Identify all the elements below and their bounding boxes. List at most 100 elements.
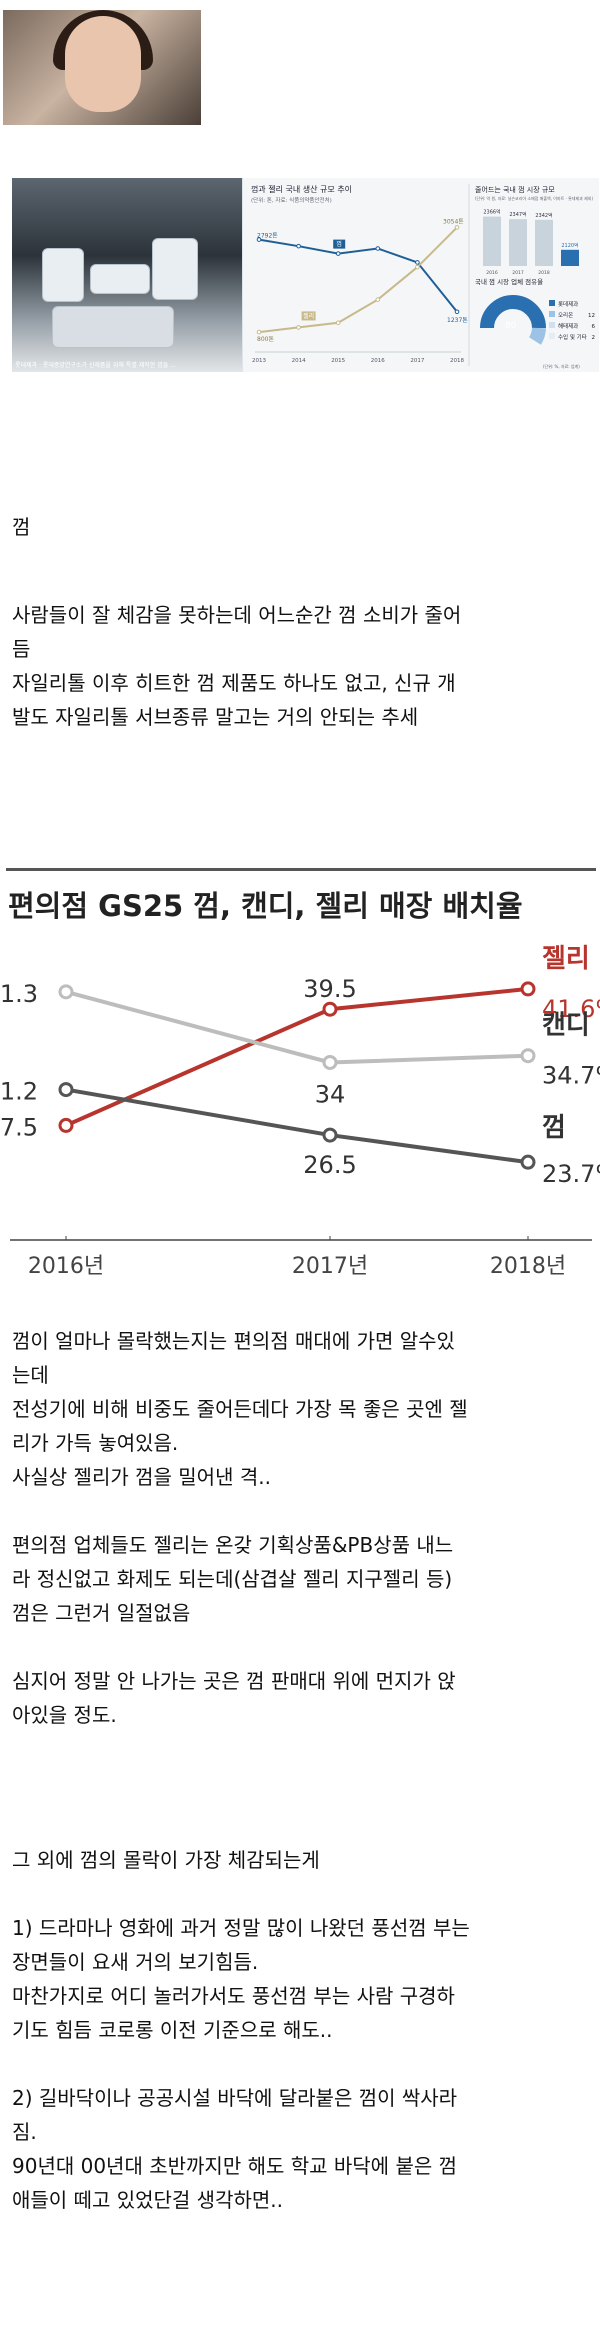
data-point xyxy=(322,1054,338,1070)
text-line: 기도 힘듬 코로롱 이전 기준으로 해도.. xyxy=(12,2018,333,2042)
production-x-label: 2013 xyxy=(252,358,266,364)
text-line xyxy=(12,1494,588,1528)
paragraph-intro: 사람들이 잘 체감을 못하는데 어느순간 껌 소비가 줄어 듬 자일리톨 이후 … xyxy=(12,598,588,734)
text-line: 아있을 정도. xyxy=(12,1703,117,1727)
portrait-photo xyxy=(3,10,201,125)
data-point xyxy=(58,1082,74,1098)
text-line: 사람들이 잘 체감을 못하는데 어느순간 껌 소비가 줄어 xyxy=(12,603,462,627)
share-source: (단위: %, 자료: 업계) xyxy=(543,363,580,369)
market-x-label: 2018 xyxy=(538,270,550,276)
legend-label-젤리: 젤리 xyxy=(542,944,590,974)
data-label: 41.3 xyxy=(0,980,38,1008)
text-line: 애들이 떼고 있었단걸 생각하면.. xyxy=(12,2188,283,2212)
market-value-label: 2366억 xyxy=(483,209,500,216)
data-label: 27.5 xyxy=(0,1113,38,1141)
data-label: 26.5 xyxy=(303,1151,356,1179)
share-legend-name: 해태제과 xyxy=(558,322,578,330)
gum-start-label: 2792톤 xyxy=(257,233,278,240)
gs25-line-chart: 편의점 GS25 껌, 캔디, 젤리 매장 배치율 2016년 2017년 2018… xyxy=(0,889,600,1279)
data-point xyxy=(322,1001,338,1017)
production-point xyxy=(335,320,341,326)
text-line: 는데 xyxy=(12,1363,49,1387)
share-center-value: 80 xyxy=(505,321,517,331)
market-bar xyxy=(483,216,501,266)
market-x-label: 2016 xyxy=(486,270,498,276)
data-label: 31.2 xyxy=(0,1078,38,1106)
text-line: 전성기에 비해 비중도 줄어든데다 가장 목 좋은 곳엔 젤 xyxy=(12,1397,468,1421)
text-line: 사실상 젤리가 껌을 밀어낸 격.. xyxy=(12,1465,271,1489)
gum-products-photo: 롯데제과 · 롯데중앙연구소가 신제품을 위해 특별 제작한 껌들 ... xyxy=(12,178,242,372)
series-line-캔디 xyxy=(65,989,529,1065)
text-line: 리가 가득 놓여있음. xyxy=(12,1431,179,1455)
data-point xyxy=(520,981,536,997)
share-legend-value: 2 xyxy=(592,335,596,341)
text-line: 짐. xyxy=(12,2120,37,2144)
data-point xyxy=(520,1048,536,1064)
chart-title: 편의점 GS25 껌, 캔디, 젤리 매장 배치율 xyxy=(8,889,523,923)
production-point xyxy=(256,329,262,335)
data-point xyxy=(58,1117,74,1133)
text-line xyxy=(12,2047,588,2081)
production-point xyxy=(256,237,262,242)
production-line-chart: 2013 2014 2015 2016 2017 2018 2792톤 1237톤 800톤 30… xyxy=(252,218,468,364)
production-point xyxy=(454,225,460,230)
share-title: 국내 껌 시장 업체 점유율 xyxy=(475,277,543,286)
text-line: 마찬가지로 어디 놀러가서도 풍선껌 부는 사람 구경하 xyxy=(12,1984,455,2008)
production-x-label: 2015 xyxy=(331,358,345,364)
production-point xyxy=(375,297,381,302)
production-point xyxy=(454,309,460,315)
gum-jar xyxy=(152,238,198,300)
production-line-젤리 xyxy=(258,226,458,334)
text-line: 심지어 정말 안 나가는 곳은 껌 판매대 위에 먼지가 앉 xyxy=(12,1669,456,1693)
market-bar-chart: 2366억 2016 2347억 2017 2342억 2018 2120억 xyxy=(483,209,579,276)
text-line xyxy=(12,1630,588,1664)
production-point xyxy=(415,264,420,270)
market-bar xyxy=(509,219,527,266)
jelly-start-label: 800톤 xyxy=(257,336,274,343)
data-point xyxy=(58,984,74,1000)
text-line: 라 정신없고 화제도 되는데(삼겹살 젤리 지구젤리 등) xyxy=(12,1567,453,1591)
market-value-label: 2347억 xyxy=(509,211,526,218)
share-legend-swatch xyxy=(549,300,555,306)
gum-box xyxy=(90,264,150,294)
share-legend-swatch xyxy=(549,333,555,339)
production-point xyxy=(415,260,420,265)
text-line: 발도 자일리톨 서브종류 말고는 거의 안되는 추세 xyxy=(12,705,419,729)
gum-jar xyxy=(42,248,84,302)
gs25-plot: 2016년 2017년 2018년 27.5 39.5 41.6% 젤리 41.3 34 34.7… xyxy=(0,944,600,1279)
market-extra-label: 2120억 xyxy=(561,242,578,249)
data-point xyxy=(520,1154,536,1170)
market-bar xyxy=(535,219,553,266)
data-label: 41.6% xyxy=(542,995,600,1023)
data-point xyxy=(322,1127,338,1143)
market-unit: (단위: 억 원, 자료: 닐슨코리아 소매점 매출액, 이마트 · 롯데제과 … xyxy=(475,195,593,201)
text-line: 2) 길바닥이나 공공시설 바닥에 달라붙은 껌이 싹사라 xyxy=(12,2086,458,2110)
market-bar-latest xyxy=(561,249,579,266)
text-line: 듬 xyxy=(12,637,31,661)
share-legend-value: 6 xyxy=(592,324,596,330)
production-unit: (단위: 톤, 자료: 식품의약품안전처) xyxy=(251,196,332,204)
production-x-label: 2018 xyxy=(450,358,464,364)
share-legend-name: 오리온 xyxy=(558,311,573,319)
gum-tag-box xyxy=(333,239,346,249)
text-line: 장면들이 요새 거의 보기힘듬. xyxy=(12,1950,259,1974)
share-legend-name: 롯데제과 xyxy=(558,300,578,308)
text-line: 그 외에 껌의 몰락이 가장 체감되는게 xyxy=(12,1848,320,1872)
photo-caption: 롯데제과 · 롯데중앙연구소가 신제품을 위해 특별 제작한 껌들 ... xyxy=(15,362,176,369)
text-line: 자일리톨 이후 히트한 껌 제품도 하나도 없고, 신규 개 xyxy=(12,671,456,695)
share-donut xyxy=(480,295,546,329)
jelly-tag: 젤리 xyxy=(303,312,314,320)
market-title: 줄어드는 국내 껌 시장 규모 xyxy=(475,185,555,194)
face-shape xyxy=(65,16,141,112)
paragraph-other-signs: 그 외에 껌의 몰락이 가장 체감되는게 1) 드라마나 영화에 과거 정말 많… xyxy=(12,1843,588,2217)
text-line: 껌은 그런거 일절없음 xyxy=(12,1601,191,1625)
legend-label-캔디: 캔디 xyxy=(542,1011,590,1041)
share-legend-name: 수입 및 기타 xyxy=(558,333,587,341)
production-x-label: 2016 xyxy=(371,358,385,364)
share-donut-other xyxy=(528,327,546,345)
production-point xyxy=(296,243,301,249)
x-tick-label: 2017년 xyxy=(292,1254,368,1279)
production-point xyxy=(375,246,381,251)
production-point xyxy=(296,325,301,330)
